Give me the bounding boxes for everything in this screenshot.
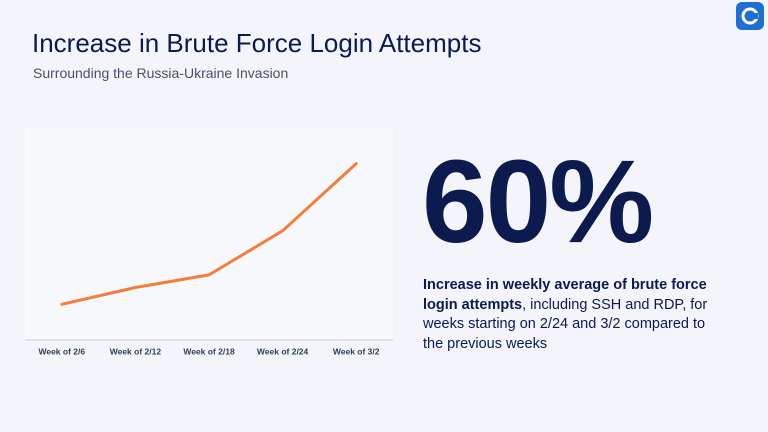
x-tick-label: Week of 2/24 [257, 346, 309, 356]
description-rest: , including SSH and RDP, for weeks start… [423, 296, 708, 352]
data-line [60, 162, 358, 306]
slide-title: Increase in Brute Force Login Attempts [32, 28, 482, 58]
chart: Week of 2/6 Week of 2/12 Week of 2/18 Week … [25, 128, 393, 356]
x-tick-label: Week of 2/6 [38, 346, 85, 356]
description-bold: Increase in weekly average of brute forc… [423, 277, 707, 313]
x-tick-label: Week of 2/18 [183, 346, 235, 356]
x-tick-label: Week of 2/12 [110, 346, 162, 356]
logo-icon [741, 7, 759, 25]
logo [736, 2, 764, 30]
description: Increase in weekly average of brute forc… [423, 276, 728, 354]
plot-area [25, 128, 393, 340]
x-tick-label: Week of 3/2 [333, 346, 380, 356]
slide-subtitle: Surrounding the Russia-Ukraine Invasion [33, 65, 289, 81]
headline-stat: 60% [422, 136, 654, 268]
